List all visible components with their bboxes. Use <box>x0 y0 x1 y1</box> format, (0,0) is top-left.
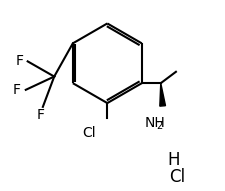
Text: H: H <box>167 151 179 169</box>
Text: F: F <box>36 108 44 122</box>
Text: F: F <box>13 83 20 97</box>
Text: Cl: Cl <box>169 168 185 186</box>
Text: F: F <box>15 54 23 68</box>
Text: 2: 2 <box>156 121 162 131</box>
Text: NH: NH <box>144 116 164 130</box>
Text: Cl: Cl <box>82 126 96 140</box>
Polygon shape <box>159 83 165 106</box>
